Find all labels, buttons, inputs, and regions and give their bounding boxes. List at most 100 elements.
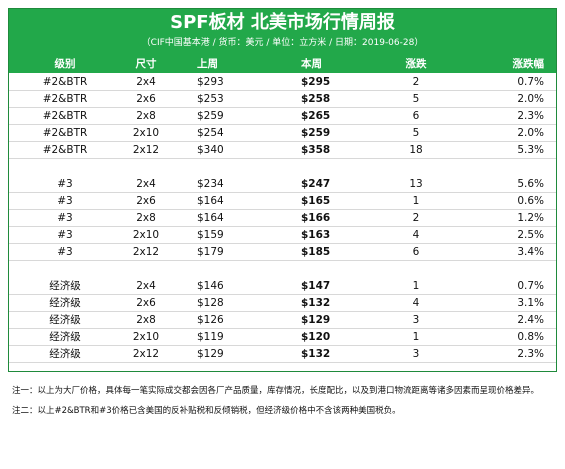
cell-percent: 3.4%	[517, 246, 544, 258]
report-subtitle: （CIF中国基本港 / 货币：美元 / 单位：立方米 / 日期：2019-06-…	[141, 38, 424, 48]
cell-last-week: $179	[197, 246, 224, 258]
cell-percent: 2.0%	[517, 93, 544, 105]
table-row: #3 2x4 $234 $247 13 5.6%	[9, 176, 556, 193]
cell-last-week: $146	[197, 280, 224, 292]
cell-size: 2x4	[136, 76, 156, 88]
cell-size: 2x10	[132, 331, 160, 343]
cell-last-week: $119	[197, 331, 224, 343]
cell-size: 2x4	[136, 178, 156, 190]
table-body: #2&BTR 2x4 $293 $295 2 0.7% #2&BTR 2x6 $253 $258 5…	[9, 74, 556, 363]
cell-percent: 0.6%	[517, 195, 544, 207]
table-row: #2&BTR 2x6 $253 $258 5 2.0%	[9, 91, 556, 108]
table-row: #2&BTR 2x12 $340 $358 18 5.3%	[9, 142, 556, 159]
cell-grade: #2&BTR	[42, 127, 88, 139]
cell-change: 13	[409, 178, 423, 190]
title-bar: SPF板材 北美市场行情周报 （CIF中国基本港 / 货币：美元 / 单位：立方…	[9, 9, 556, 56]
cell-grade: #3	[57, 212, 73, 224]
cell-percent: 2.3%	[517, 110, 544, 122]
cell-change: 1	[412, 280, 420, 292]
cell-grade: #2&BTR	[42, 110, 88, 122]
table-row: #3 2x12 $179 $185 6 3.4%	[9, 244, 556, 261]
cell-percent: 2.3%	[517, 348, 544, 360]
cell-last-week: $253	[197, 93, 224, 105]
header-percent: 涨跌幅	[512, 58, 545, 70]
cell-last-week: $129	[197, 348, 224, 360]
cell-percent: 0.8%	[517, 331, 544, 343]
header-grade: 级别	[54, 58, 76, 70]
cell-this-week: $129	[301, 314, 331, 326]
table-row: 经济级 2x4 $146 $147 1 0.7%	[9, 278, 556, 295]
cell-change: 4	[412, 229, 420, 241]
cell-last-week: $254	[197, 127, 224, 139]
cell-change: 3	[412, 348, 420, 360]
cell-grade: 经济级	[49, 280, 81, 292]
cell-change: 5	[412, 93, 420, 105]
cell-this-week: $132	[301, 348, 331, 360]
cell-change: 6	[412, 246, 420, 258]
cell-last-week: $293	[197, 76, 224, 88]
cell-size: 2x6	[136, 195, 156, 207]
cell-percent: 1.2%	[517, 212, 544, 224]
cell-this-week: $358	[301, 144, 331, 156]
cell-grade: 经济级	[49, 297, 81, 309]
cell-size: 2x12	[132, 246, 160, 258]
cell-grade: #3	[57, 195, 73, 207]
cell-size: 2x8	[136, 110, 156, 122]
table-row: #2&BTR 2x10 $254 $259 5 2.0%	[9, 125, 556, 142]
cell-change: 1	[412, 195, 420, 207]
cell-percent: 5.6%	[517, 178, 544, 190]
notes-section: 注一：以上为大厂价格，具体每一笔实际成交都会因各厂产品质量，库存情况，长度配比，…	[12, 385, 552, 425]
header-last-week: 上周	[197, 58, 218, 70]
cell-size: 2x4	[136, 280, 156, 292]
cell-percent: 2.5%	[517, 229, 544, 241]
cell-this-week: $165	[301, 195, 331, 207]
cell-last-week: $159	[197, 229, 224, 241]
cell-percent: 0.7%	[517, 280, 544, 292]
cell-this-week: $295	[301, 76, 331, 88]
cell-this-week: $258	[301, 93, 331, 105]
table-row: #3 2x8 $164 $166 2 1.2%	[9, 210, 556, 227]
note-1: 注一：以上为大厂价格，具体每一笔实际成交都会因各厂产品质量，库存情况，长度配比，…	[12, 386, 540, 396]
cell-percent: 0.7%	[517, 76, 544, 88]
cell-size: 2x8	[136, 212, 156, 224]
table-row: #3 2x6 $164 $165 1 0.6%	[9, 193, 556, 210]
cell-size: 2x10	[132, 229, 160, 241]
cell-grade: #3	[57, 229, 73, 241]
cell-size: 2x8	[136, 314, 156, 326]
cell-size: 2x12	[132, 144, 160, 156]
cell-size: 2x6	[136, 93, 156, 105]
cell-this-week: $166	[301, 212, 331, 224]
cell-grade: 经济级	[49, 314, 81, 326]
price-report-panel: SPF板材 北美市场行情周报 （CIF中国基本港 / 货币：美元 / 单位：立方…	[8, 8, 557, 372]
cell-change: 6	[412, 110, 420, 122]
cell-size: 2x10	[132, 127, 160, 139]
cell-size: 2x6	[136, 297, 156, 309]
cell-this-week: $247	[301, 178, 331, 190]
cell-this-week: $265	[301, 110, 331, 122]
cell-this-week: $185	[301, 246, 331, 258]
cell-grade: 经济级	[49, 348, 81, 360]
header-change: 涨跌	[405, 58, 427, 70]
cell-change: 18	[409, 144, 423, 156]
table-row: 经济级 2x8 $126 $129 3 2.4%	[9, 312, 556, 329]
cell-grade: #2&BTR	[42, 76, 88, 88]
cell-grade: 经济级	[49, 331, 81, 343]
header-size: 尺寸	[135, 58, 157, 70]
cell-this-week: $147	[301, 280, 331, 292]
cell-last-week: $126	[197, 314, 224, 326]
note-2: 注二：以上#2&BTR和#3价格已含美国的反补贴税和反倾销税，但经济级价格中不含…	[12, 406, 401, 416]
cell-percent: 2.0%	[517, 127, 544, 139]
cell-percent: 3.1%	[517, 297, 544, 309]
cell-change: 4	[412, 297, 420, 309]
cell-change: 1	[412, 331, 420, 343]
cell-this-week: $163	[301, 229, 331, 241]
cell-last-week: $340	[197, 144, 224, 156]
cell-size: 2x12	[132, 348, 160, 360]
cell-grade: #2&BTR	[42, 144, 88, 156]
cell-change: 2	[412, 212, 420, 224]
cell-change: 5	[412, 127, 420, 139]
table-header: 级别 尺寸 上周 本周 涨跌 涨跌幅	[9, 56, 556, 73]
cell-change: 3	[412, 314, 420, 326]
table-row: #2&BTR 2x8 $259 $265 6 2.3%	[9, 108, 556, 125]
cell-this-week: $120	[301, 331, 331, 343]
